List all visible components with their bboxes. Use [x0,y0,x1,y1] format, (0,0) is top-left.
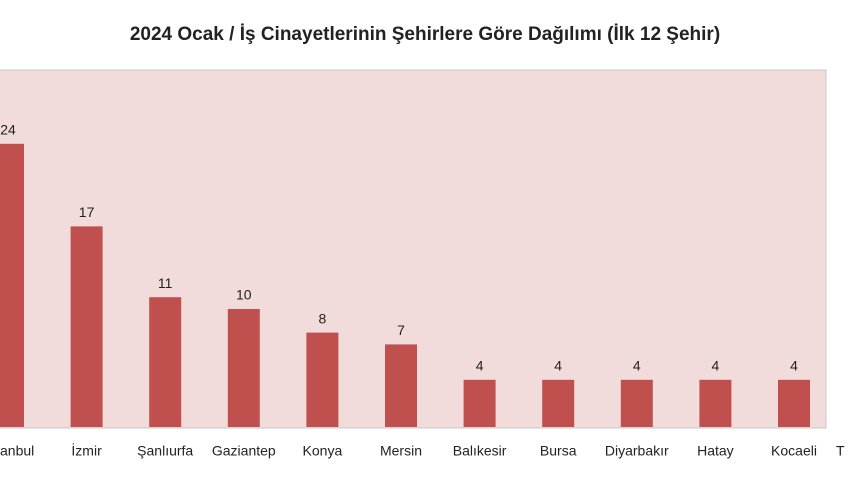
x-tick-label: Diyarbakır [605,443,669,459]
bar [0,143,24,428]
bar [70,226,103,427]
x-tick-label: İzmir [71,442,102,459]
x-tick-label: Konya [303,443,343,459]
data-label: 4 [633,358,641,374]
x-tick-label: Bursa [540,443,577,459]
x-tick-label: Hatay [697,443,734,459]
bar [463,379,496,427]
x-tick-label: Şanlıurfa [137,443,193,459]
bar [542,379,575,427]
bar [699,379,732,427]
data-label: 4 [790,358,798,374]
data-label: 4 [554,358,562,374]
x-tick-label: Gaziantep [212,443,276,459]
data-label: 17 [79,204,95,220]
chart-title: 2024 Ocak / İş Cinayetlerinin Şehirlere … [130,24,720,45]
bar [385,344,417,427]
bar [149,297,182,427]
x-tick-label: anbul [0,443,34,459]
bar [620,379,653,427]
bar [778,379,810,427]
data-label: 24 [0,122,16,138]
data-label: 8 [319,310,327,326]
data-label: 11 [158,275,173,291]
bar [227,309,260,427]
data-label: 4 [476,358,484,374]
data-label: 7 [397,322,405,338]
bar [306,332,339,427]
x-tick-label: T [836,443,845,459]
data-label: 4 [712,358,720,374]
x-tick-label: Mersin [380,443,422,459]
data-label: 10 [236,287,252,303]
x-tick-label: Balıkesir [453,443,507,459]
x-tick-label: Kocaeli [771,443,817,459]
